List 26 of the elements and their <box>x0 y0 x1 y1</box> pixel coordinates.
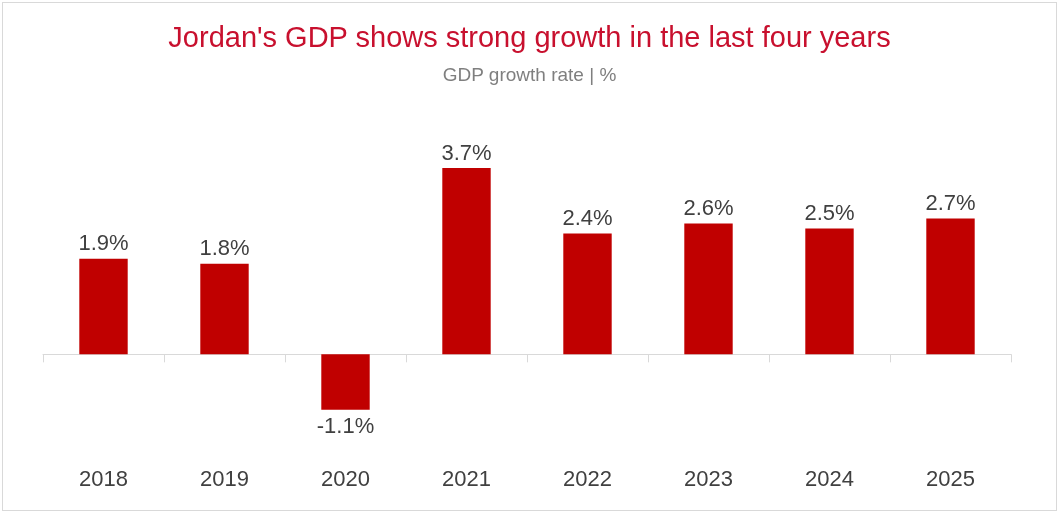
x-tick-label: 2022 <box>563 465 612 491</box>
bar <box>926 218 975 355</box>
data-label: 2.7% <box>925 189 976 215</box>
data-label: -1.1% <box>316 413 375 439</box>
x-tick-label: 2024 <box>805 465 854 491</box>
x-tick-label: 2023 <box>684 465 733 491</box>
bar <box>200 263 249 355</box>
x-tick-label: 2020 <box>321 465 370 491</box>
bar <box>684 223 733 355</box>
bar <box>563 233 612 355</box>
data-label: 2.5% <box>804 200 855 225</box>
data-label: 1.8% <box>199 235 250 261</box>
data-label: 3.7% <box>441 139 492 165</box>
bar <box>79 258 128 355</box>
bar <box>321 354 370 410</box>
x-tick-label: 2018 <box>79 465 128 491</box>
chart-subtitle: GDP growth rate | % <box>442 64 617 85</box>
bar <box>805 228 854 355</box>
x-tick-label: 2021 <box>442 465 491 491</box>
data-label: 2.6% <box>683 194 734 220</box>
data-label: 2.4% <box>562 205 613 231</box>
x-tick-label: 2025 <box>926 465 975 491</box>
x-tick-label: 2019 <box>200 465 249 491</box>
data-label: 1.9% <box>78 230 129 256</box>
bar <box>442 168 491 355</box>
chart-title: Jordan's GDP shows strong growth in the last four years <box>168 20 891 53</box>
